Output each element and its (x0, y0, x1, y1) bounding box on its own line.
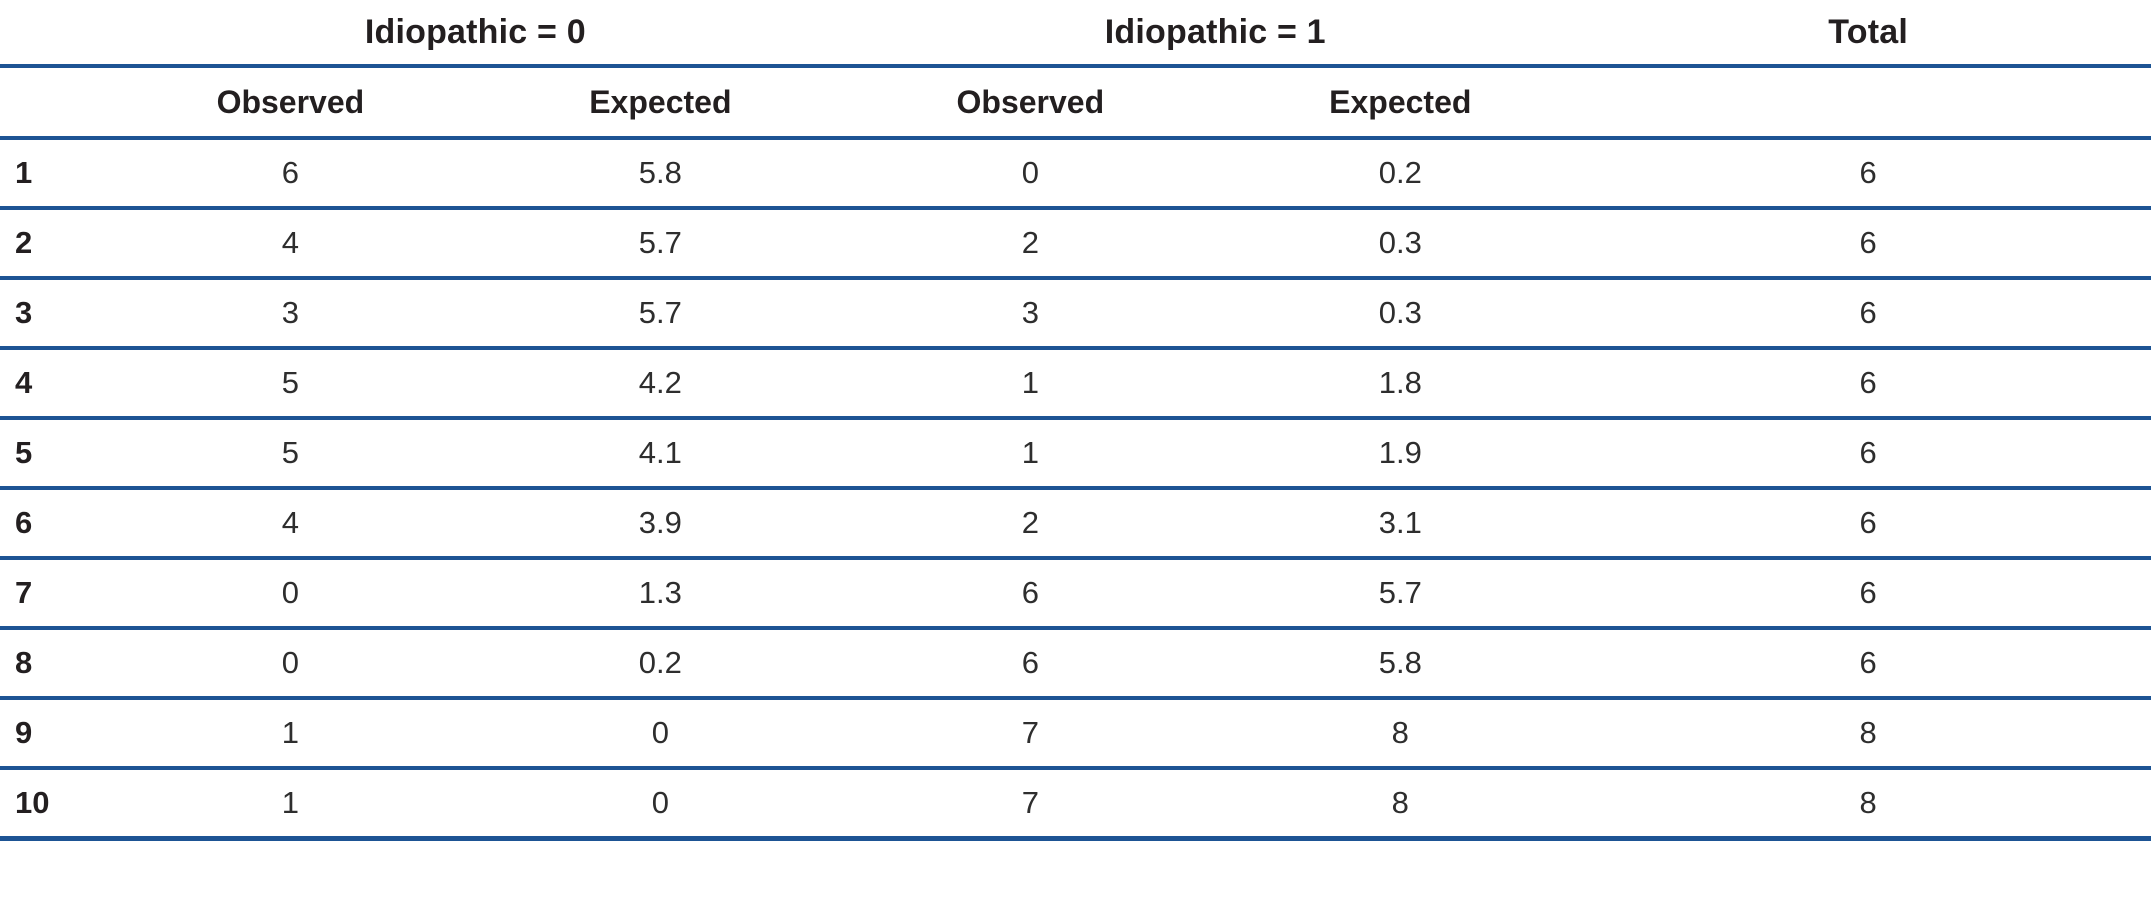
table-row: 4 5 4.2 1 1.8 6 (0, 348, 2151, 420)
table-row: 7 0 1.3 6 5.7 6 (0, 558, 2151, 630)
cell-expected-0: 0.2 (475, 628, 846, 700)
cell-total: 6 (1585, 488, 2151, 560)
table-row: 6 4 3.9 2 3.1 6 (0, 488, 2151, 560)
cell-observed-1: 7 (845, 698, 1216, 770)
cell-total: 6 (1585, 628, 2151, 700)
cell-observed-1: 6 (845, 558, 1216, 630)
row-label: 2 (0, 208, 106, 280)
sub-header-expected-0: Expected (475, 66, 846, 140)
cell-observed-0: 5 (105, 418, 476, 490)
cell-observed-0: 4 (105, 488, 476, 560)
corner-cell (0, 66, 106, 140)
cell-expected-0: 5.8 (475, 138, 846, 210)
cell-observed-1: 2 (845, 208, 1216, 280)
table-row: 8 0 0.2 6 5.8 6 (0, 628, 2151, 700)
cell-observed-0: 1 (105, 698, 476, 770)
cell-expected-0: 4.1 (475, 418, 846, 490)
cell-expected-0: 5.7 (475, 208, 846, 280)
sub-header-observed-1: Observed (845, 66, 1216, 140)
observed-expected-table: Idiopathic = 0 Idiopathic = 1 Total Obse… (0, 0, 2151, 841)
table-row: 5 5 4.1 1 1.9 6 (0, 418, 2151, 490)
cell-observed-1: 1 (845, 348, 1216, 420)
cell-total: 6 (1585, 418, 2151, 490)
cell-expected-0: 5.7 (475, 278, 846, 350)
group-header-total: Total (1585, 0, 2151, 68)
row-label: 9 (0, 698, 106, 770)
cell-expected-1: 0.3 (1215, 208, 1586, 280)
cell-observed-1: 0 (845, 138, 1216, 210)
cell-observed-1: 3 (845, 278, 1216, 350)
row-label: 8 (0, 628, 106, 700)
group-header-idiopathic-0: Idiopathic = 0 (105, 0, 846, 68)
cell-observed-0: 6 (105, 138, 476, 210)
cell-expected-0: 0 (475, 698, 846, 770)
row-label: 1 (0, 138, 106, 210)
cell-observed-0: 3 (105, 278, 476, 350)
cell-expected-0: 4.2 (475, 348, 846, 420)
table-row: 10 1 0 7 8 8 (0, 768, 2151, 841)
table-row: 3 3 5.7 3 0.3 6 (0, 278, 2151, 350)
cell-expected-1: 5.8 (1215, 628, 1586, 700)
cell-observed-0: 0 (105, 628, 476, 700)
cell-observed-1: 1 (845, 418, 1216, 490)
group-header-row: Idiopathic = 0 Idiopathic = 1 Total (0, 0, 2151, 68)
cell-observed-0: 4 (105, 208, 476, 280)
row-label: 5 (0, 418, 106, 490)
cell-expected-1: 8 (1215, 768, 1586, 841)
cell-observed-1: 7 (845, 768, 1216, 841)
row-label: 7 (0, 558, 106, 630)
cell-expected-1: 1.8 (1215, 348, 1586, 420)
sub-header-total-blank (1585, 66, 2151, 140)
row-label: 3 (0, 278, 106, 350)
cell-total: 6 (1585, 138, 2151, 210)
group-header-idiopathic-1: Idiopathic = 1 (845, 0, 1586, 68)
cell-observed-0: 5 (105, 348, 476, 420)
table-row: 9 1 0 7 8 8 (0, 698, 2151, 770)
row-label: 10 (0, 768, 106, 841)
sub-header-expected-1: Expected (1215, 66, 1586, 140)
cell-total: 8 (1585, 768, 2151, 841)
sub-header-observed-0: Observed (105, 66, 476, 140)
corner-cell (0, 0, 106, 68)
cell-total: 6 (1585, 208, 2151, 280)
cell-expected-1: 8 (1215, 698, 1586, 770)
cell-expected-1: 0.2 (1215, 138, 1586, 210)
table-row: 2 4 5.7 2 0.3 6 (0, 208, 2151, 280)
cell-expected-1: 1.9 (1215, 418, 1586, 490)
cell-expected-0: 0 (475, 768, 846, 841)
cell-expected-0: 3.9 (475, 488, 846, 560)
cell-observed-0: 0 (105, 558, 476, 630)
row-label: 4 (0, 348, 106, 420)
cell-observed-1: 6 (845, 628, 1216, 700)
table-row: 1 6 5.8 0 0.2 6 (0, 138, 2151, 210)
sub-header-row: Observed Expected Observed Expected (0, 66, 2151, 140)
cell-expected-1: 0.3 (1215, 278, 1586, 350)
cell-total: 6 (1585, 278, 2151, 350)
cell-expected-1: 3.1 (1215, 488, 1586, 560)
cell-observed-0: 1 (105, 768, 476, 841)
cell-expected-1: 5.7 (1215, 558, 1586, 630)
cell-total: 6 (1585, 348, 2151, 420)
cell-observed-1: 2 (845, 488, 1216, 560)
cell-total: 8 (1585, 698, 2151, 770)
cell-total: 6 (1585, 558, 2151, 630)
cell-expected-0: 1.3 (475, 558, 846, 630)
row-label: 6 (0, 488, 106, 560)
